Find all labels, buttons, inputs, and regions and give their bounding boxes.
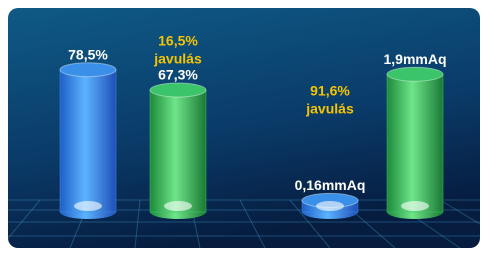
annotation: 91,6% [310,83,350,99]
cylinder-glow [316,201,344,211]
cylinder-top [150,83,206,97]
cylinder-top [60,63,116,77]
cylinder-glow [74,201,102,211]
cylinder [150,90,206,212]
annotation: 16,5% [158,33,198,49]
cylinder-glow [401,201,429,211]
cylinder-top [387,67,443,81]
page: 78,5% 67,3% 16,5% javulás 0,16mmAq 1,9mmAq 91,… [0,0,488,263]
annotation: javulás [305,101,354,117]
value-label: 67,3% [158,67,198,83]
cylinder [60,70,116,212]
annotation: javulás [153,51,202,67]
chart: 78,5% 67,3% 16,5% javulás 0,16mmAq 1,9mmAq 91,… [0,0,488,263]
cylinder-glow [164,201,192,211]
value-label: 1,9mmAq [383,51,446,67]
value-label: 0,16mmAq [295,177,366,193]
cylinder [387,74,443,212]
value-label: 78,5% [68,46,108,62]
